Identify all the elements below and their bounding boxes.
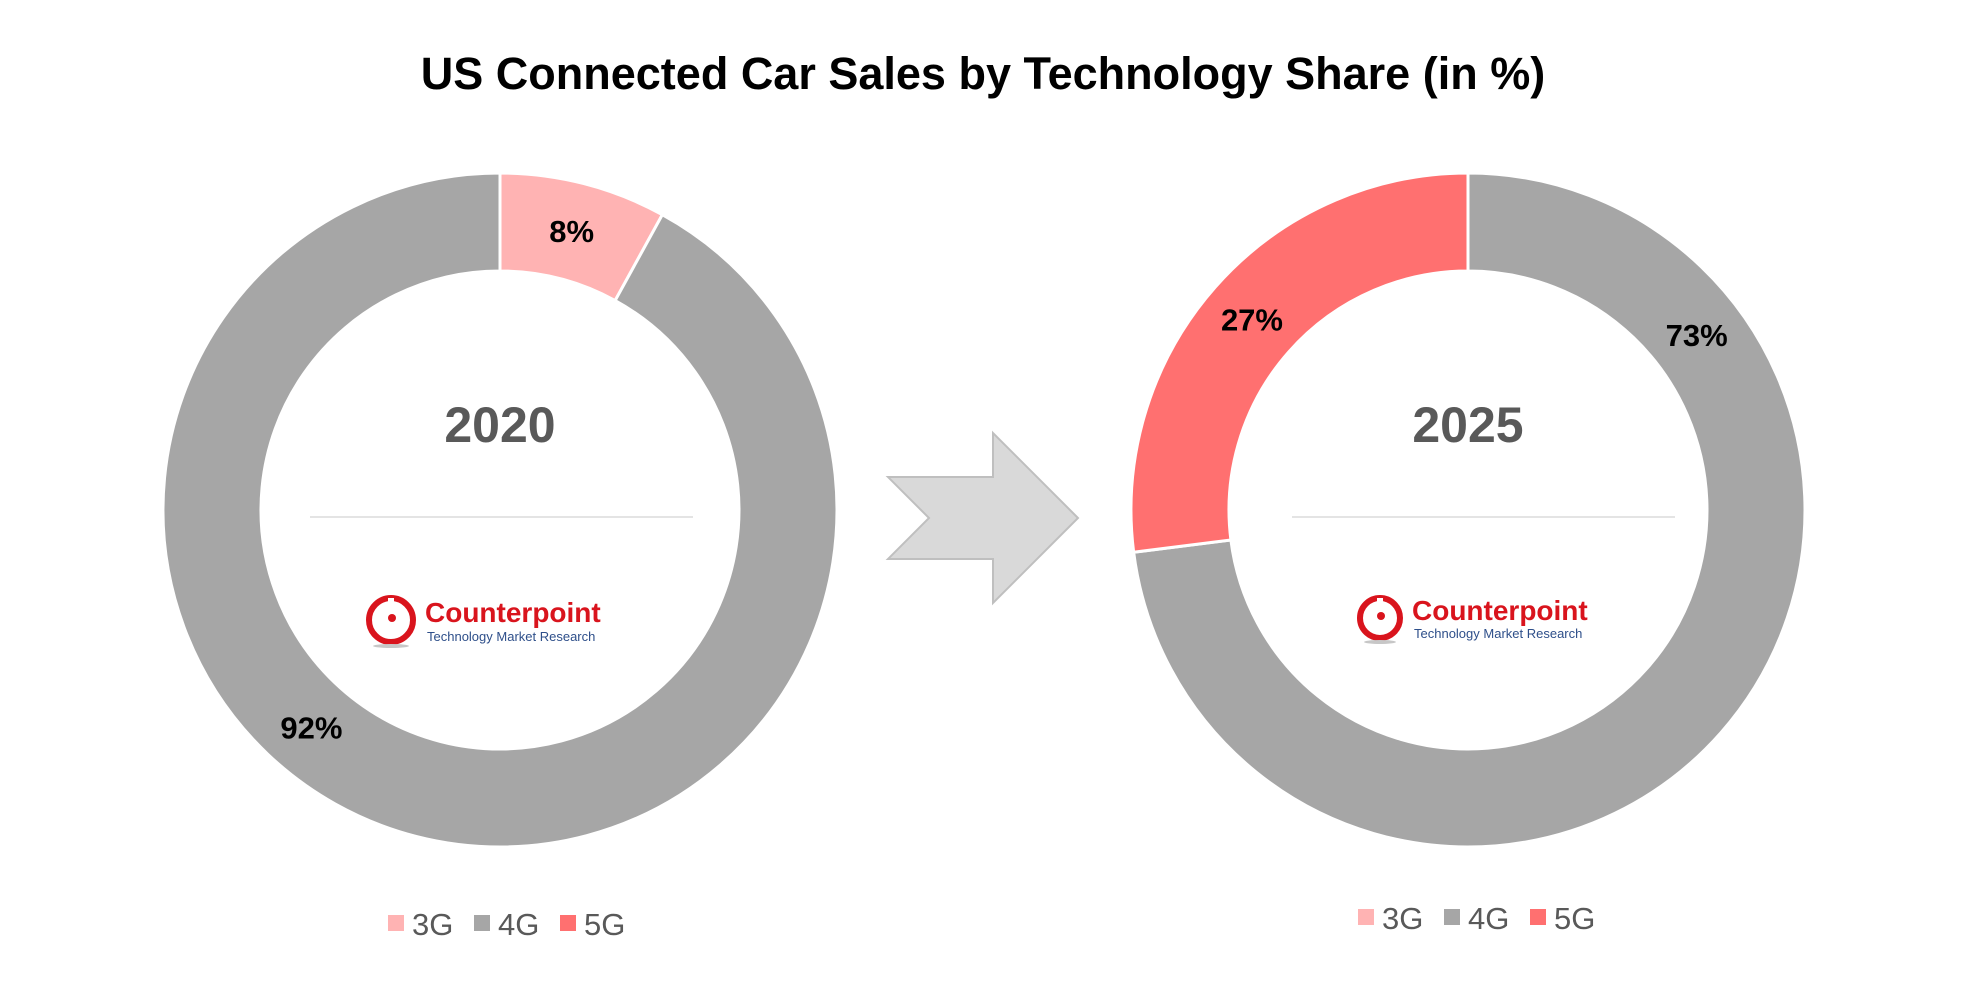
logo-tagline: Technology Market Research — [1414, 626, 1582, 641]
legend-2020: 3G 4G 5G — [388, 907, 625, 942]
data-label-4g: 92% — [280, 711, 342, 746]
legend-swatch-4g — [1444, 909, 1460, 925]
legend-label-5g: 5G — [584, 907, 625, 942]
donut-chart-2020: 2020 Counterpoint Technology Market Rese… — [161, 171, 839, 849]
logo-tagline: Technology Market Research — [427, 629, 595, 644]
legend-label-5g: 5G — [1554, 901, 1595, 936]
legend-label-4g: 4G — [1468, 901, 1509, 936]
counterpoint-logo-icon — [366, 595, 416, 648]
legend-2025: 3G 4G 5G — [1358, 901, 1595, 936]
logo-wordmark: Counterpoint — [425, 597, 601, 628]
counterpoint-logo: Counterpoint Technology Market Research — [366, 595, 601, 648]
counterpoint-logo-icon — [1357, 595, 1403, 644]
slice-5g — [1129, 171, 1470, 554]
legend-swatch-5g — [560, 915, 576, 931]
center-year-label: 2025 — [1412, 397, 1523, 453]
data-label-3g: 8% — [549, 214, 594, 249]
slice-4g — [1131, 171, 1807, 849]
legend-swatch-3g — [1358, 909, 1374, 925]
legend-swatch-4g — [474, 915, 490, 931]
donut-chart-2025: 2025 Counterpoint Technology Market Rese… — [1129, 171, 1807, 849]
logo-wordmark: Counterpoint — [1412, 595, 1588, 626]
center-year-label: 2020 — [444, 397, 555, 453]
legend-swatch-5g — [1530, 909, 1546, 925]
legend-swatch-3g — [388, 915, 404, 931]
counterpoint-logo: Counterpoint Technology Market Research — [1357, 595, 1588, 644]
slice-4g — [161, 171, 839, 849]
legend-label-3g: 3G — [1382, 901, 1423, 936]
data-label-4g: 73% — [1666, 318, 1728, 353]
chart-title: US Connected Car Sales by Technology Sha… — [420, 48, 1546, 99]
legend-label-3g: 3G — [412, 907, 453, 942]
legend-label-4g: 4G — [498, 907, 539, 942]
transition-arrow — [885, 430, 1080, 606]
data-label-5g: 27% — [1221, 303, 1283, 338]
